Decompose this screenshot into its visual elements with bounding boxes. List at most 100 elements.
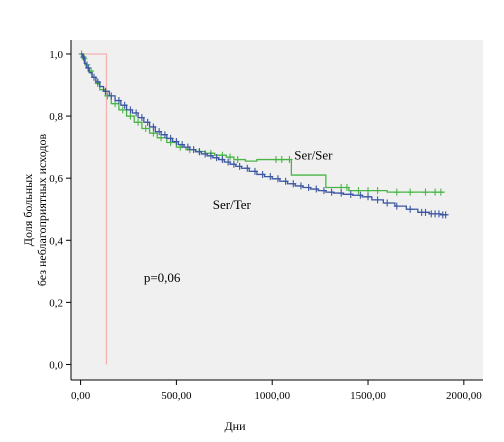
censor-mark [127,112,134,120]
censor-mark [90,73,97,81]
annotation-label: Ser/Ser [294,148,333,163]
censor-mark [282,177,289,185]
censor-mark [225,158,232,166]
censor-mark [184,143,191,151]
censor-mark [251,167,258,175]
censor-mark [259,170,266,178]
censor-mark [161,131,168,139]
censor-mark [173,138,180,146]
series-line [80,53,108,365]
y-tick-label: 1,0 [49,49,63,61]
y-axis-title-line-1: Доля больных [21,174,35,246]
x-tick-label: 0,00 [71,390,91,402]
censor-mark [207,152,214,160]
censor-mark [365,193,372,201]
censor-mark [437,188,444,196]
censor-mark [219,156,226,164]
censor-mark [158,134,165,142]
censor-mark [442,211,449,219]
annotation-label: Ser/Ter [213,197,252,212]
series-0 [80,53,449,219]
censor-mark [179,141,186,149]
series-layer [78,50,449,365]
y-tick-label: 0,0 [49,359,63,371]
x-tick-label: 500,00 [161,390,192,402]
x-tick-label: 2000,00 [446,390,482,402]
censor-mark [121,101,128,109]
censor-mark [357,191,364,199]
censor-mark [85,64,92,72]
censor-mark [343,183,350,191]
censor-mark [355,187,362,195]
censor-mark [338,189,345,197]
x-tick-label: 1500,00 [350,390,386,402]
censor-mark [422,208,429,216]
censor-mark [384,199,391,207]
censor-mark [142,124,149,132]
censor-mark [133,109,140,117]
censor-mark [305,183,312,191]
censor-mark [393,188,400,196]
censor-mark [115,97,122,105]
censor-mark [244,164,251,172]
censor-mark [135,118,142,126]
x-axis-ticks: 0,00 500,00 1000,00 1500,00 2000,00 [71,380,482,402]
annotation-label: p=0,06 [144,270,181,285]
censor-mark [144,118,151,126]
censor-mark [190,146,197,154]
censor-mark [167,134,174,142]
censor-mark [393,202,400,210]
censor-mark [374,196,381,204]
censor-mark [347,190,354,198]
series-2 [80,53,108,365]
censor-mark [202,150,209,158]
censor-mark [313,185,320,193]
y-axis-title: Доля больных без неблагоприятных исходов [21,134,49,287]
censor-mark [138,114,145,122]
y-tick-label: 0,2 [49,297,63,309]
censor-mark [108,92,115,100]
censor-mark [365,187,372,195]
censor-mark [150,123,157,131]
censor-mark [127,106,134,114]
censor-mark [432,188,439,196]
x-axis-title: Дни [224,419,246,433]
x-tick-label: 1000,00 [254,390,290,402]
y-tick-label: 0,4 [49,235,63,247]
censor-mark [84,61,91,69]
censor-mark [196,148,203,156]
censor-mark [274,175,281,183]
censor-mark [156,128,163,136]
censor-mark [297,182,304,190]
censor-mark [213,154,220,162]
censor-mark [286,156,293,164]
censor-mark [328,188,335,196]
censor-mark [150,129,157,137]
censor-mark [435,210,442,218]
censor-mark [407,205,414,213]
annotation-layer: Ser/Ser Ser/Ter p=0,06 [144,148,333,286]
censor-mark [94,78,101,86]
censor-mark [236,162,243,170]
censor-mark [80,53,87,61]
censor-mark [112,100,119,108]
censor-mark [422,188,429,196]
y-tick-label: 0,8 [49,111,63,123]
censor-mark [273,156,280,164]
censor-mark [407,188,414,196]
plot-background [71,40,483,380]
y-tick-label: 0,6 [49,173,63,185]
censor-mark [119,106,126,114]
censor-mark [234,156,241,164]
censor-mark [102,87,109,95]
censor-mark [267,173,274,181]
y-axis-ticks: 0,0 0,2 0,4 0,6 0,8 1,0 [49,49,71,371]
censor-mark [290,180,297,188]
y-axis-title-line-2: без неблагоприятных исходов [35,134,49,287]
censor-mark [227,153,234,161]
censor-mark [278,156,285,164]
censor-mark [230,160,237,168]
censor-mark [374,187,381,195]
censor-mark [320,187,327,195]
